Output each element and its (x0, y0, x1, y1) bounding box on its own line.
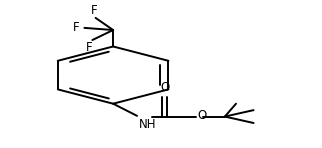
Text: F: F (86, 41, 92, 54)
Text: F: F (73, 21, 80, 34)
Text: F: F (91, 4, 97, 17)
Text: NH: NH (139, 118, 156, 131)
Text: O: O (160, 81, 169, 94)
Text: O: O (197, 109, 206, 122)
